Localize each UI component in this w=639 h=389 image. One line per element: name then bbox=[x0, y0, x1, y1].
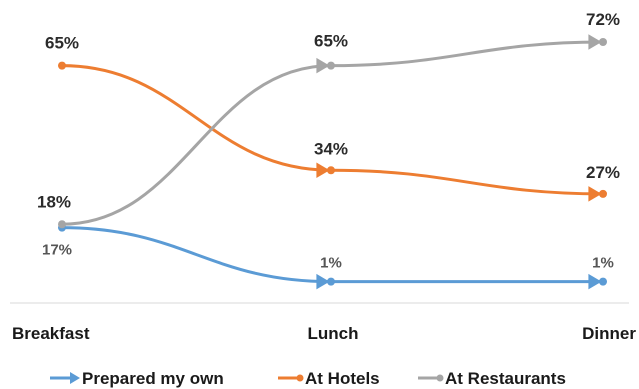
data-label-at-hotels-dinner: 27% bbox=[586, 163, 620, 182]
legend-marker-icon bbox=[436, 374, 444, 382]
legend-label: Prepared my own bbox=[82, 369, 224, 388]
data-point-at-restaurants-lunch bbox=[327, 61, 335, 70]
legend: Prepared my own At Hotels At Restaurants bbox=[50, 369, 566, 388]
legend-marker-icon bbox=[296, 374, 304, 382]
legend-arrow-icon bbox=[70, 372, 80, 384]
data-point-at-restaurants-breakfast bbox=[58, 220, 66, 229]
data-label-at-restaurants-lunch: 65% bbox=[314, 32, 348, 51]
data-label-prepared-my-own-breakfast: 17% bbox=[42, 242, 72, 259]
data-point-at-hotels-dinner bbox=[599, 189, 607, 198]
data-label-at-restaurants-dinner: 72% bbox=[586, 10, 620, 29]
data-label-prepared-my-own-lunch: 1% bbox=[320, 255, 342, 272]
data-label-at-restaurants-breakfast: 18% bbox=[37, 192, 71, 211]
data-label-at-hotels-breakfast: 65% bbox=[45, 34, 79, 53]
x-tick-label-breakfast: Breakfast bbox=[12, 324, 90, 343]
data-point-prepared-my-own-lunch bbox=[327, 277, 335, 286]
x-tick-label-dinner: Dinner bbox=[582, 324, 636, 343]
data-label-prepared-my-own-dinner: 1% bbox=[592, 255, 614, 272]
arrowhead-prepared-my-own-dinner bbox=[588, 273, 602, 290]
data-label-at-hotels-lunch: 34% bbox=[314, 139, 348, 158]
data-label-layer: 17% 1% 1% 65% 34% 27% 18% 65% 72% bbox=[37, 10, 620, 272]
arrowhead-at-hotels-dinner bbox=[588, 186, 602, 202]
data-point-prepared-my-own-dinner bbox=[599, 277, 607, 286]
legend-item-at-restaurants: At Restaurants bbox=[418, 369, 566, 388]
legend-label: At Restaurants bbox=[445, 369, 566, 388]
arrowhead-at-restaurants-dinner bbox=[588, 34, 602, 50]
arrowhead-prepared-my-own-lunch bbox=[316, 273, 330, 290]
data-point-at-hotels-lunch bbox=[327, 166, 335, 175]
series-line-at-restaurants bbox=[61, 40, 604, 226]
legend-item-prepared-my-own: Prepared my own bbox=[50, 369, 224, 388]
series-line-at-hotels bbox=[61, 64, 604, 196]
arrowhead-at-restaurants-lunch bbox=[316, 57, 330, 74]
legend-item-at-hotels: At Hotels bbox=[278, 369, 380, 388]
series-layer bbox=[58, 34, 607, 290]
legend-label: At Hotels bbox=[305, 369, 380, 388]
data-point-at-restaurants-dinner bbox=[599, 38, 607, 46]
arrowhead-at-hotels-lunch bbox=[316, 162, 330, 178]
data-point-at-hotels-breakfast bbox=[58, 61, 66, 70]
x-tick-label-lunch: Lunch bbox=[308, 324, 359, 343]
